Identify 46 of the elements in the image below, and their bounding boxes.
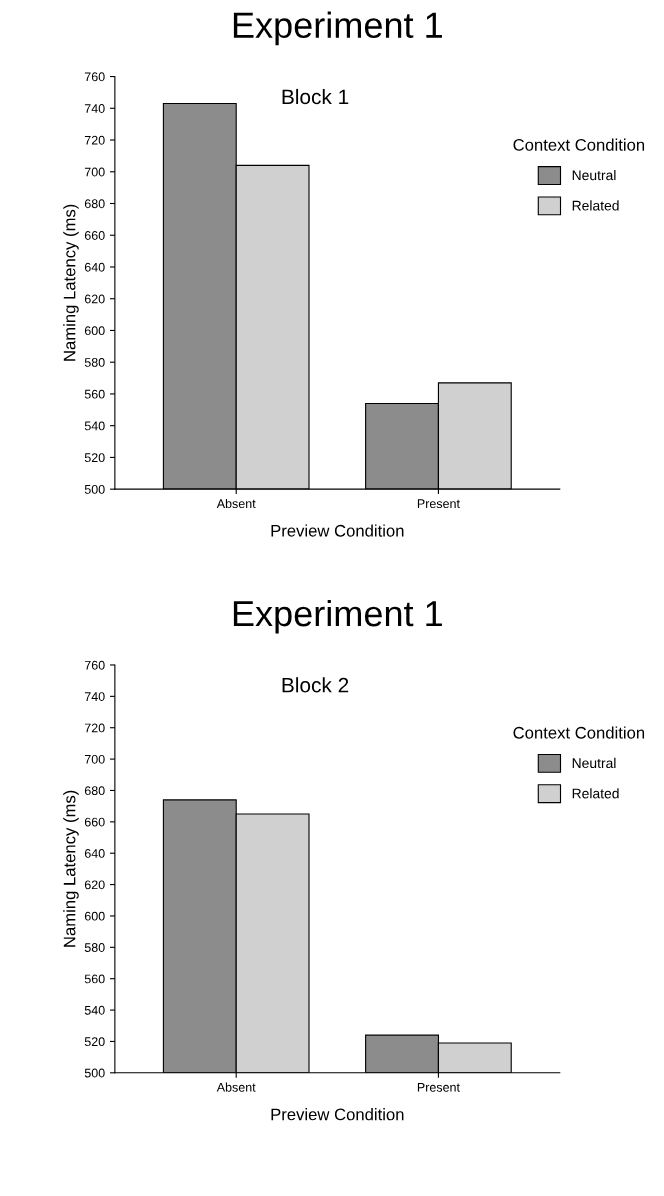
y-tick-label: 620 (84, 294, 105, 304)
x-tick-label: Present (417, 499, 460, 509)
legend-label: Neutral (572, 170, 616, 181)
y-tick-label: 520 (84, 1037, 105, 1047)
chart-title: Experiment 1 (233, 599, 442, 634)
y-tick-label: 580 (84, 943, 105, 952)
y-tick-label: 600 (84, 911, 105, 921)
y-tick-label: 560 (84, 974, 105, 984)
y-tick-label: 720 (84, 723, 105, 733)
x-axis-title: Preview Condition (271, 524, 404, 537)
chart-subtitle: Block 1 (282, 88, 349, 105)
x-axis-title: Preview Condition (271, 1108, 404, 1121)
y-tick-label: 580 (84, 358, 105, 367)
legend-title: Context Condition (513, 726, 645, 739)
y-tick-label: 740 (84, 692, 105, 701)
x-tick-label: Present (417, 1082, 460, 1092)
y-tick-label: 560 (84, 389, 105, 399)
legend-title: Context Condition (513, 138, 645, 151)
y-tick-label: 740 (84, 104, 105, 113)
y-tick-label: 680 (84, 786, 105, 796)
y-tick-label: 680 (84, 199, 105, 209)
x-tick-label: Absent (216, 498, 256, 509)
chart-subtitle: Block 2 (282, 677, 349, 693)
y-tick-label: 600 (84, 326, 105, 336)
y-tick-label: 520 (84, 453, 105, 463)
y-axis-title: Naming Latency (ms) (63, 204, 79, 361)
y-tick-label: 640 (84, 849, 105, 858)
x-tick-label: Absent (216, 1082, 256, 1092)
chart-title: Experiment 1 (233, 11, 442, 46)
legend-label: Neutral (572, 757, 616, 769)
legend-label: Related (572, 788, 619, 799)
legend-label: Related (572, 200, 619, 211)
y-tick-label: 500 (84, 1068, 105, 1078)
y-tick-label: 660 (84, 817, 105, 827)
y-tick-label: 640 (84, 262, 105, 272)
y-tick-label: 660 (84, 231, 105, 240)
y-tick-label: 700 (84, 754, 105, 764)
y-axis-title: Naming Latency (ms) (63, 790, 79, 947)
y-tick-label: 540 (84, 421, 105, 431)
y-tick-label: 720 (84, 135, 105, 145)
y-tick-label: 500 (84, 484, 105, 494)
y-tick-label: 540 (84, 1005, 105, 1015)
y-tick-label: 760 (84, 72, 105, 82)
y-tick-label: 700 (84, 167, 105, 177)
y-tick-label: 620 (84, 880, 105, 890)
y-tick-label: 760 (84, 660, 105, 670)
